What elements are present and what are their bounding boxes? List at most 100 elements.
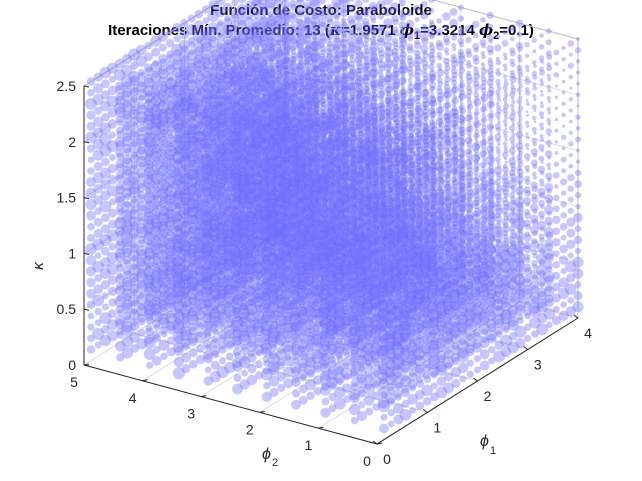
data-point <box>223 248 232 258</box>
data-point <box>270 221 278 229</box>
data-point <box>144 271 155 281</box>
data-point <box>143 114 156 126</box>
data-point <box>225 263 234 272</box>
data-point <box>262 236 272 245</box>
data-point <box>255 349 263 357</box>
data-point <box>261 246 273 258</box>
data-point <box>175 224 183 232</box>
data-point <box>264 164 277 176</box>
data-point <box>261 98 271 108</box>
data-point <box>225 81 233 89</box>
data-point <box>266 132 275 141</box>
data-point <box>203 298 213 308</box>
data-point <box>252 219 261 228</box>
data-point <box>259 5 269 16</box>
data-point <box>204 344 212 352</box>
data-point <box>443 24 450 31</box>
data-point <box>283 45 290 53</box>
data-point <box>92 149 104 161</box>
subtitle-prefix: Iteraciones Mín. Promedio: 13 ( <box>108 22 330 39</box>
data-point <box>333 2 341 11</box>
data-point <box>258 191 269 202</box>
data-point <box>406 46 415 54</box>
data-point <box>486 11 494 19</box>
data-point <box>263 147 271 155</box>
chart-subtitle: Iteraciones Mín. Promedio: 13 (κ=1.9571 … <box>0 21 642 42</box>
data-point <box>203 275 214 286</box>
data-point <box>273 49 283 59</box>
data-point <box>188 214 199 225</box>
data-point <box>196 154 205 163</box>
data-point <box>275 49 284 58</box>
data-point <box>265 64 276 75</box>
data-point <box>86 210 96 221</box>
data-point <box>267 10 274 17</box>
data-point <box>225 95 235 105</box>
data-point <box>145 104 154 113</box>
data-point <box>248 130 256 139</box>
data-point <box>237 116 247 126</box>
data-point <box>115 318 126 329</box>
data-point <box>420 11 429 20</box>
data-point <box>231 216 244 228</box>
data-point <box>153 178 161 186</box>
data-point <box>279 188 291 201</box>
data-point <box>229 30 241 42</box>
data-point <box>281 32 292 43</box>
data-point <box>189 78 197 85</box>
data-point <box>279 144 291 155</box>
data-point <box>167 91 175 99</box>
data-point <box>130 255 139 263</box>
data-point <box>334 14 340 21</box>
box-edge-back <box>431 0 579 40</box>
data-point <box>244 234 255 245</box>
data-point <box>160 330 168 338</box>
data-point <box>123 259 132 268</box>
grid-line-side-kappa <box>284 71 579 152</box>
data-point <box>244 223 254 233</box>
data-point <box>261 109 272 120</box>
data-point <box>304 82 315 92</box>
data-point <box>399 39 408 48</box>
data-point <box>203 287 213 297</box>
data-point <box>203 220 213 230</box>
data-point <box>231 294 244 306</box>
data-point <box>86 300 96 310</box>
data-point <box>93 228 103 238</box>
data-point <box>86 121 96 131</box>
data-point <box>244 33 254 43</box>
grid-line-floor-phi2 <box>318 301 520 429</box>
data-point <box>250 117 262 129</box>
data-point <box>172 277 185 290</box>
data-point <box>260 368 273 381</box>
data-point <box>174 134 183 143</box>
data-point <box>238 61 246 69</box>
data-point <box>259 158 268 168</box>
data-point <box>393 45 399 51</box>
data-point <box>236 138 248 149</box>
data-point <box>268 163 280 175</box>
data-point <box>266 188 275 196</box>
data-point <box>257 123 270 136</box>
data-point <box>204 209 213 218</box>
data-point <box>175 168 183 176</box>
data-point <box>279 43 291 56</box>
data-point <box>260 48 267 55</box>
data-point <box>399 51 407 59</box>
data-point <box>179 29 190 40</box>
data-point <box>274 6 281 13</box>
data-point <box>262 136 271 145</box>
data-point <box>261 280 272 291</box>
data-point <box>449 18 458 28</box>
data-point <box>284 334 293 343</box>
data-point <box>259 14 267 22</box>
data-point <box>94 319 102 327</box>
data-point <box>251 230 261 240</box>
data-point <box>268 53 277 62</box>
data-point <box>231 43 239 51</box>
data-point <box>392 29 400 37</box>
data-point <box>115 84 126 95</box>
data-point <box>224 137 231 145</box>
data-point <box>221 224 234 237</box>
data-point <box>248 276 256 283</box>
